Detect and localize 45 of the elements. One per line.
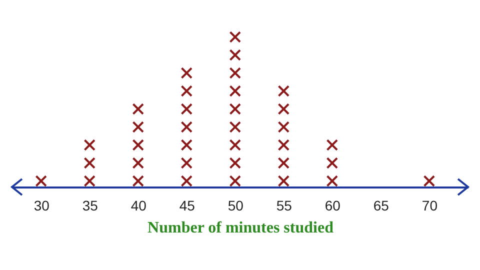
point [229,103,242,115]
point [132,103,144,115]
point [326,157,338,169]
x-tick-label: 60 [324,198,341,214]
point [229,139,242,151]
x-tick-label: 55 [276,198,292,214]
point [180,139,193,151]
point [229,157,242,169]
point [326,175,338,187]
point [180,175,193,187]
point [132,139,144,151]
point [229,175,242,187]
x-tick-label: 50 [228,198,244,214]
x-tick-label: 70 [422,198,438,214]
point [278,175,290,187]
point [84,175,96,187]
point [180,103,193,115]
point [229,49,242,61]
point [278,157,290,169]
x-tick-label: 35 [82,198,98,214]
point [278,139,290,151]
point [35,175,47,187]
point [180,157,193,169]
point [326,139,338,151]
point [180,85,193,97]
x-axis-title: Number of minutes studied [148,220,334,236]
x-tick-label: 40 [130,198,147,214]
point [423,175,436,187]
point [278,121,290,133]
point [84,157,96,169]
point [180,121,193,133]
point [278,85,290,97]
point [84,139,96,151]
point [229,31,242,43]
point [132,121,144,133]
point [229,121,242,133]
x-tick-label: 45 [179,198,196,214]
point [132,157,144,169]
x-tick-label: 65 [373,198,390,214]
point [229,67,242,79]
point [132,175,144,187]
point [278,103,290,115]
point [229,85,242,97]
x-tick-label: 30 [34,198,50,214]
point [180,67,193,79]
